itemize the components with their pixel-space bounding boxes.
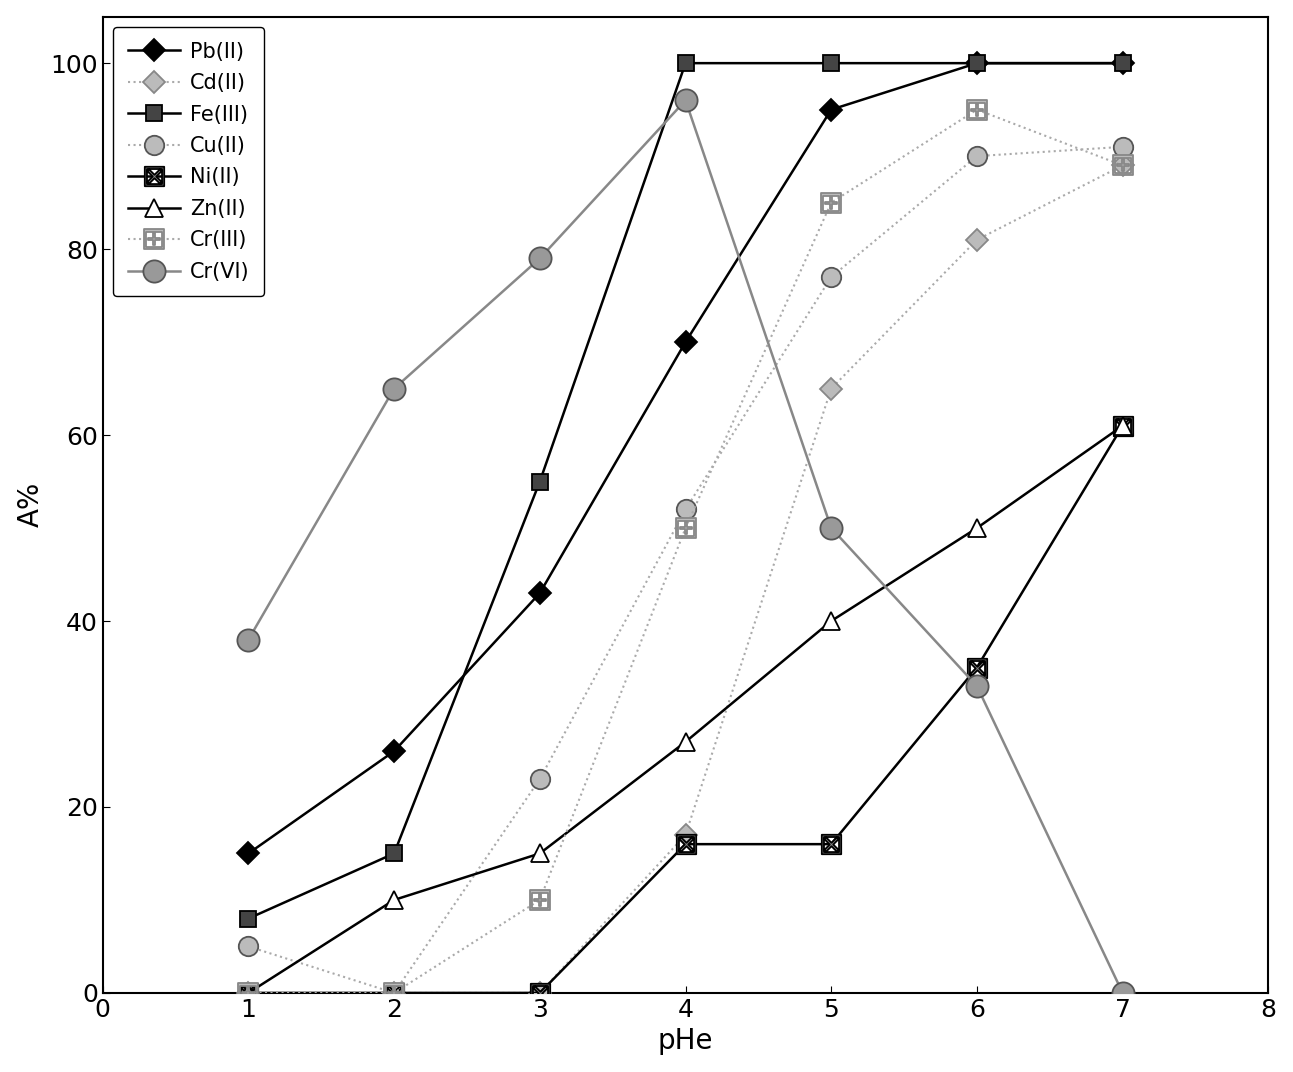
- Cu(II): [970, 150, 985, 163]
- Fe(III): [531, 475, 547, 488]
- Cr(VI): [970, 680, 985, 693]
- Pb(II): [824, 103, 839, 116]
- Ni(II): [1115, 419, 1130, 432]
- Pb(II): [1115, 57, 1130, 70]
- Ni(II): [678, 837, 693, 850]
- Zn(II): [1115, 419, 1130, 432]
- Line: Cr(VI): Cr(VI): [238, 89, 1134, 1004]
- Cr(III): [531, 893, 547, 906]
- Cu(II): [387, 986, 402, 999]
- Cd(II): [970, 234, 985, 247]
- Line: Zn(II): Zn(II): [239, 417, 1131, 1002]
- Fe(III): [1115, 57, 1130, 70]
- Zn(II): [678, 735, 693, 748]
- Cd(II): [531, 986, 547, 999]
- Cr(III): [678, 522, 693, 535]
- Cu(II): [678, 503, 693, 516]
- Line: Cr(III): Cr(III): [239, 100, 1133, 1002]
- Line: Cd(II): Cd(II): [240, 158, 1130, 1000]
- Cd(II): [387, 986, 402, 999]
- Pb(II): [387, 745, 402, 758]
- Cr(VI): [531, 252, 547, 265]
- Ni(II): [387, 986, 402, 999]
- Fe(III): [678, 57, 693, 70]
- Pb(II): [240, 847, 256, 860]
- Zn(II): [240, 986, 256, 999]
- Legend: Pb(II), Cd(II), Fe(III), Cu(II), Ni(II), Zn(II), Cr(III), Cr(VI): Pb(II), Cd(II), Fe(III), Cu(II), Ni(II),…: [112, 27, 264, 297]
- Pb(II): [678, 336, 693, 348]
- Cu(II): [240, 940, 256, 953]
- Line: Cu(II): Cu(II): [239, 137, 1133, 1002]
- Fe(III): [970, 57, 985, 70]
- Y-axis label: A%: A%: [17, 482, 45, 527]
- Cd(II): [678, 829, 693, 842]
- Pb(II): [531, 586, 547, 599]
- Line: Pb(II): Pb(II): [240, 56, 1130, 861]
- Cr(VI): [387, 382, 402, 394]
- Cd(II): [1115, 159, 1130, 172]
- Line: Fe(III): Fe(III): [240, 55, 1131, 927]
- Zn(II): [531, 847, 547, 860]
- Cr(VI): [240, 634, 256, 646]
- Fe(III): [387, 847, 402, 860]
- X-axis label: pHe: pHe: [658, 1027, 714, 1055]
- Cr(III): [1115, 159, 1130, 172]
- Zn(II): [970, 522, 985, 535]
- Ni(II): [970, 661, 985, 674]
- Cr(VI): [678, 94, 693, 107]
- Line: Ni(II): Ni(II): [239, 416, 1133, 1002]
- Zn(II): [824, 614, 839, 627]
- Ni(II): [824, 837, 839, 850]
- Cd(II): [824, 382, 839, 394]
- Cr(III): [824, 196, 839, 209]
- Fe(III): [240, 912, 256, 925]
- Cr(III): [387, 986, 402, 999]
- Cr(VI): [824, 522, 839, 535]
- Cr(III): [970, 103, 985, 116]
- Cr(III): [240, 986, 256, 999]
- Cu(II): [824, 270, 839, 283]
- Pb(II): [970, 57, 985, 70]
- Cr(VI): [1115, 986, 1130, 999]
- Zn(II): [387, 893, 402, 906]
- Ni(II): [240, 986, 256, 999]
- Cu(II): [1115, 140, 1130, 153]
- Fe(III): [824, 57, 839, 70]
- Ni(II): [531, 986, 547, 999]
- Cd(II): [240, 986, 256, 999]
- Cu(II): [531, 773, 547, 786]
